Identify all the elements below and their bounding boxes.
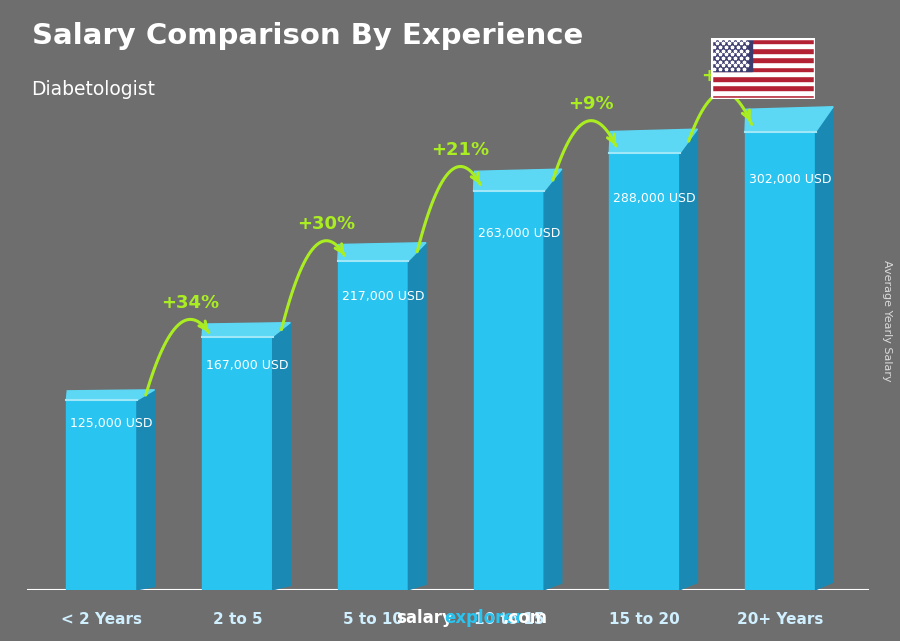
Polygon shape — [609, 153, 680, 590]
Bar — [711, 71, 814, 76]
Bar — [711, 67, 814, 71]
Text: Salary Comparison By Experience: Salary Comparison By Experience — [32, 22, 583, 51]
Bar — [711, 95, 814, 99]
Text: 15 to 20: 15 to 20 — [609, 612, 680, 628]
Text: 125,000 USD: 125,000 USD — [70, 417, 153, 430]
Polygon shape — [338, 243, 426, 261]
Polygon shape — [815, 107, 833, 590]
Bar — [711, 85, 814, 90]
Bar — [711, 57, 814, 62]
Text: +34%: +34% — [161, 294, 220, 312]
Text: explorer: explorer — [445, 609, 524, 627]
Polygon shape — [67, 390, 155, 400]
Text: Average Yearly Salary: Average Yearly Salary — [881, 260, 892, 381]
Text: +5%: +5% — [701, 67, 747, 85]
Text: 5 to 10: 5 to 10 — [343, 612, 403, 628]
Text: +9%: +9% — [569, 95, 614, 113]
Polygon shape — [202, 337, 273, 590]
Bar — [711, 38, 814, 43]
Polygon shape — [473, 169, 562, 191]
Polygon shape — [745, 107, 833, 132]
Text: 302,000 USD: 302,000 USD — [749, 173, 832, 186]
Polygon shape — [67, 400, 137, 590]
Text: 288,000 USD: 288,000 USD — [613, 192, 696, 205]
Text: +21%: +21% — [431, 141, 490, 159]
Bar — [711, 81, 814, 85]
Text: +30%: +30% — [297, 215, 356, 233]
Bar — [711, 90, 814, 95]
Text: 167,000 USD: 167,000 USD — [206, 360, 289, 372]
Polygon shape — [680, 129, 698, 590]
Text: .com: .com — [502, 609, 547, 627]
Polygon shape — [544, 169, 562, 590]
Text: 217,000 USD: 217,000 USD — [342, 290, 425, 303]
Bar — [711, 53, 814, 57]
Bar — [711, 48, 814, 53]
Polygon shape — [137, 390, 155, 590]
Text: 2 to 5: 2 to 5 — [212, 612, 262, 628]
Polygon shape — [609, 129, 698, 153]
Text: salary: salary — [396, 609, 453, 627]
Polygon shape — [473, 191, 544, 590]
Bar — [711, 38, 752, 71]
Polygon shape — [745, 132, 815, 590]
Text: Diabetologist: Diabetologist — [32, 80, 156, 99]
Polygon shape — [273, 322, 291, 590]
Polygon shape — [409, 243, 426, 590]
Text: 10 to 15: 10 to 15 — [473, 612, 544, 628]
Polygon shape — [338, 261, 409, 590]
Bar — [711, 62, 814, 67]
Text: 263,000 USD: 263,000 USD — [478, 227, 560, 240]
Bar — [711, 76, 814, 81]
Text: < 2 Years: < 2 Years — [61, 612, 142, 628]
Bar — [711, 43, 814, 48]
Text: 20+ Years: 20+ Years — [737, 612, 824, 628]
Polygon shape — [202, 322, 291, 337]
